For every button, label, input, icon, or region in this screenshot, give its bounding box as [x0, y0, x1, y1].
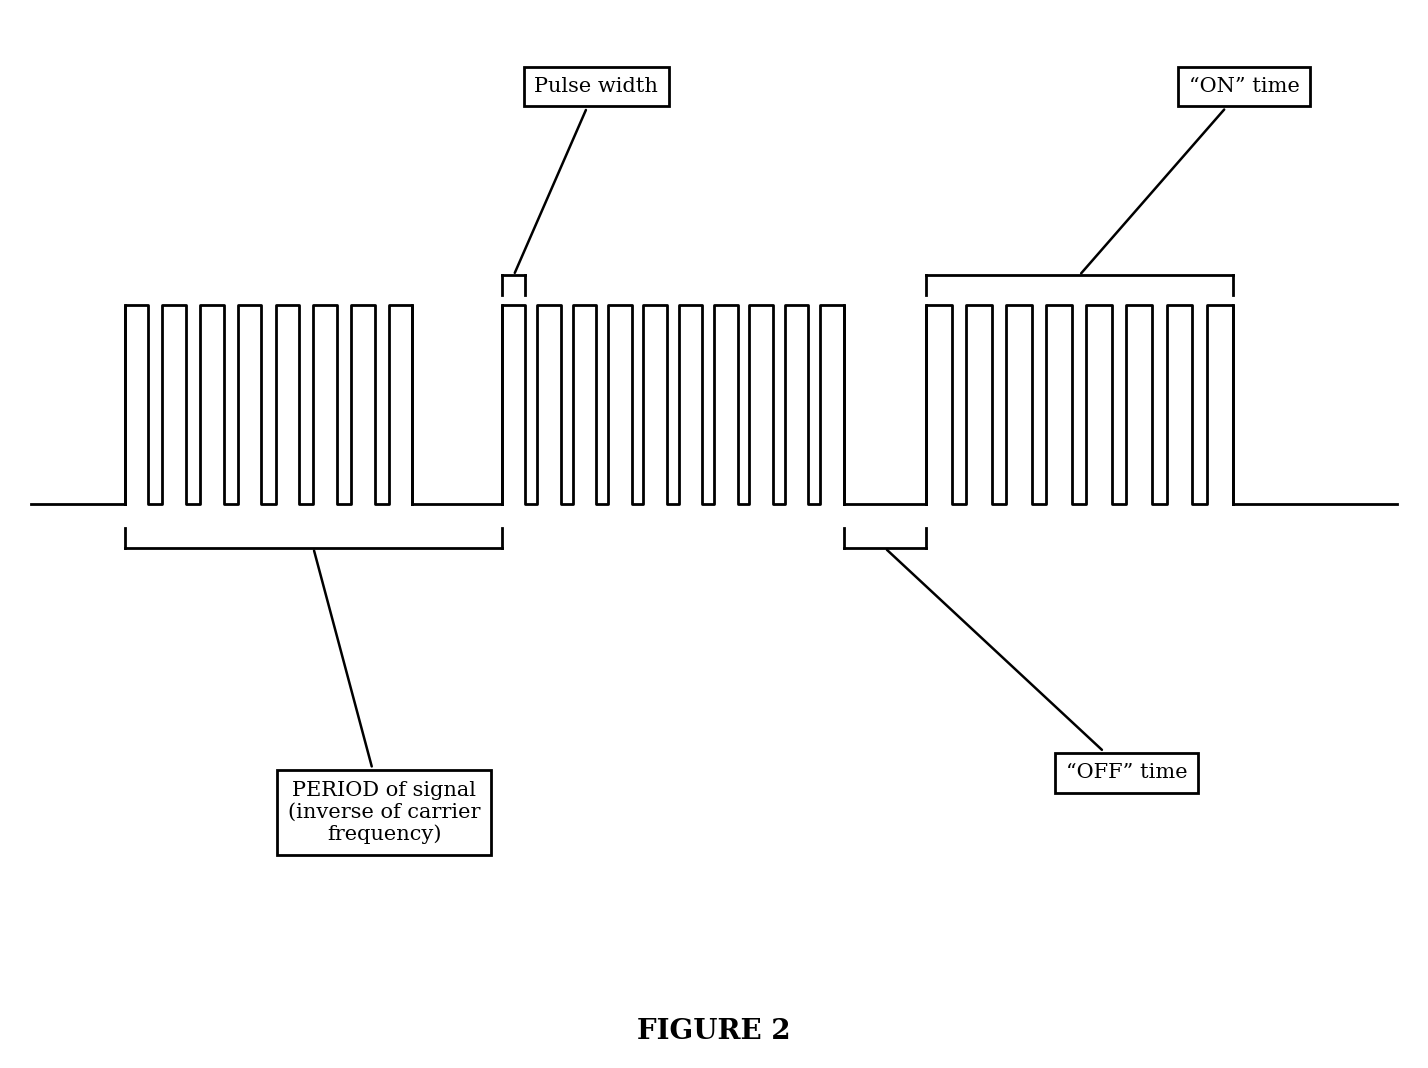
Text: PERIOD of signal
(inverse of carrier
frequency): PERIOD of signal (inverse of carrier fre…: [288, 551, 480, 845]
Text: FIGURE 2: FIGURE 2: [637, 1018, 791, 1045]
Text: “ON” time: “ON” time: [1081, 77, 1299, 273]
Text: “OFF” time: “OFF” time: [887, 550, 1187, 782]
Text: Pulse width: Pulse width: [514, 77, 658, 273]
